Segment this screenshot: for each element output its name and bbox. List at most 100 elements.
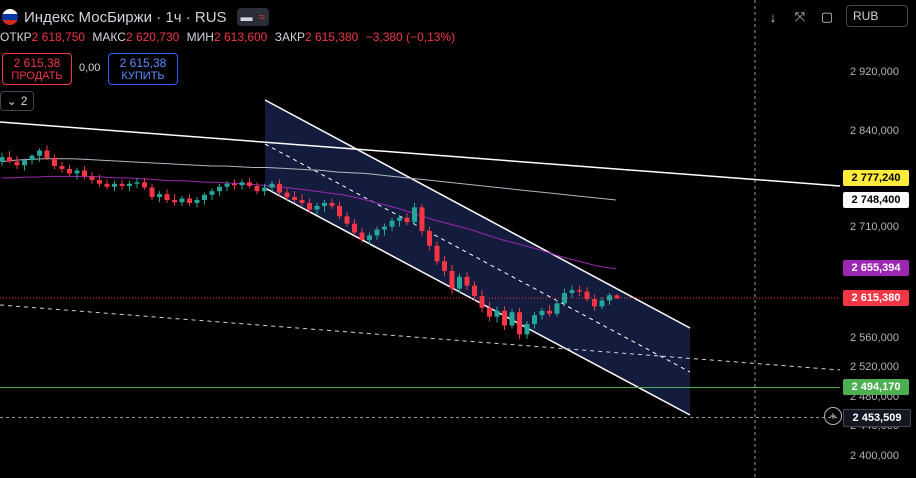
candle — [224, 180, 230, 192]
candle-body — [307, 202, 312, 210]
channel-median-line — [264, 143, 691, 373]
candle-body — [194, 200, 200, 203]
candle-body — [457, 276, 462, 289]
candle-body — [142, 182, 147, 188]
candle-body — [262, 187, 267, 192]
candle-body — [562, 293, 567, 304]
candle-body — [472, 285, 477, 297]
candle — [74, 167, 80, 180]
candle — [532, 312, 537, 329]
candle-body — [224, 183, 230, 187]
candle — [22, 158, 27, 171]
candle-body — [157, 194, 162, 198]
candle — [584, 287, 590, 302]
candle — [434, 241, 440, 265]
buy-button[interactable]: 2 615,38 КУПИТЬ — [108, 53, 178, 85]
candle-body — [509, 312, 515, 326]
trend-lines[interactable] — [0, 121, 841, 388]
candle-body — [217, 186, 222, 192]
fullscreen-icon[interactable]: ⤧ — [794, 9, 806, 24]
candle-body — [29, 155, 35, 161]
candle — [157, 191, 162, 203]
candle — [89, 171, 95, 184]
candle — [37, 148, 42, 162]
candle-body — [404, 217, 410, 223]
candle — [382, 223, 387, 236]
buy-price: 2 615,38 — [119, 56, 167, 70]
candle-body — [284, 192, 290, 198]
candle-body — [487, 307, 492, 317]
candle — [554, 300, 560, 317]
candle — [344, 211, 350, 227]
chevron-down-icon: ⌄ — [6, 94, 17, 108]
add-alert-plus-icon[interactable]: + — [824, 407, 842, 425]
candle-body — [337, 205, 342, 217]
candle-body — [502, 310, 507, 326]
ohlc-high-label: МАКС — [92, 30, 126, 44]
candle-body — [442, 261, 447, 271]
candle — [52, 154, 57, 169]
candle — [509, 309, 515, 329]
y-tick-label: 2 560,000 — [850, 331, 899, 344]
currency-select[interactable]: RUB — [846, 5, 908, 27]
candle-body — [52, 157, 57, 167]
y-tick-label: 2 840,000 — [850, 125, 899, 138]
candle-body — [22, 160, 27, 166]
candle-body — [412, 207, 417, 223]
spread-value: 0,00 — [79, 62, 101, 74]
candle-body — [187, 198, 192, 203]
candle-body — [577, 290, 582, 292]
candle — [479, 290, 485, 313]
candle-body — [202, 194, 207, 201]
candle-body — [179, 198, 185, 203]
ohlc-close-value: 2 615,380 — [304, 30, 359, 44]
candle — [127, 180, 132, 192]
candle — [247, 177, 252, 189]
candle — [569, 285, 575, 298]
candle-body — [44, 150, 50, 158]
candle — [164, 189, 170, 203]
candle-body — [112, 183, 117, 187]
y-tick-label: 2 520,000 — [850, 361, 899, 374]
descending-channel[interactable] — [264, 99, 691, 416]
candle — [599, 297, 605, 310]
candle-body — [584, 291, 590, 299]
candle — [82, 166, 87, 180]
sell-button[interactable]: 2 615,38 ПРОДАТЬ — [2, 53, 72, 85]
candle-body — [314, 205, 320, 210]
symbol-title[interactable]: Индекс МосБиржи · 1ч · RUS — [24, 8, 227, 26]
candle-body — [104, 183, 110, 187]
arrow-down-icon[interactable]: ↓ — [769, 9, 777, 25]
candle — [134, 177, 140, 189]
candle-body — [14, 161, 20, 166]
candle-body — [89, 176, 95, 181]
snapshot-icon[interactable]: ▢ — [820, 9, 834, 24]
candle — [269, 180, 275, 192]
candle — [329, 198, 335, 209]
candle-body — [239, 182, 245, 186]
indicators-collapse-button[interactable]: ⌄ 2 — [0, 91, 34, 111]
candle — [97, 174, 102, 187]
candle-body — [247, 182, 252, 186]
candle — [179, 195, 185, 206]
chart-type-toggle[interactable]: ▬ ≈ — [236, 8, 270, 26]
candle — [419, 204, 425, 236]
candle-body — [97, 180, 102, 184]
candle — [412, 202, 417, 226]
candle-body — [352, 223, 357, 233]
candle — [29, 154, 35, 165]
ma-short-white-line — [1, 158, 617, 201]
sell-price: 2 615,38 — [13, 56, 61, 70]
channel-lower-line — [264, 187, 691, 416]
candle — [457, 273, 462, 294]
ohlc-change-value: −3,380 (−0,13%) — [365, 30, 456, 44]
price-tag-dark: 2 453,509 — [843, 409, 911, 428]
candle-body — [554, 303, 560, 314]
candle — [337, 201, 342, 220]
candle — [217, 183, 222, 196]
candle — [44, 145, 50, 161]
candle — [352, 219, 357, 236]
candle — [592, 294, 597, 311]
price-tag-white: 2 748,400 — [843, 191, 909, 208]
